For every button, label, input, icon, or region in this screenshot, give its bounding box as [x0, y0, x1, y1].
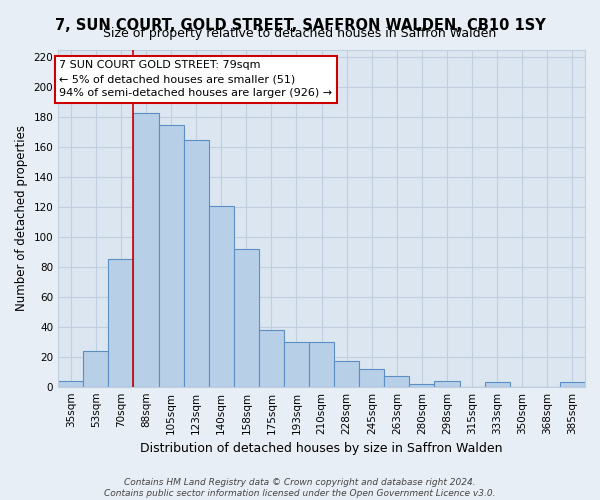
Bar [83, 351, 109, 386]
Bar [284, 342, 309, 386]
Y-axis label: Number of detached properties: Number of detached properties [15, 126, 28, 312]
Bar [133, 113, 158, 386]
Bar [58, 380, 83, 386]
Bar [385, 376, 409, 386]
Bar [485, 382, 510, 386]
Bar [158, 125, 184, 386]
Bar [109, 260, 133, 386]
Bar [434, 380, 460, 386]
Bar [184, 140, 209, 386]
Bar [409, 384, 434, 386]
Bar [234, 249, 259, 386]
Bar [359, 368, 385, 386]
Bar [334, 361, 359, 386]
Text: 7, SUN COURT, GOLD STREET, SAFFRON WALDEN, CB10 1SY: 7, SUN COURT, GOLD STREET, SAFFRON WALDE… [55, 18, 545, 32]
Text: Size of property relative to detached houses in Saffron Walden: Size of property relative to detached ho… [103, 28, 497, 40]
Bar [209, 206, 234, 386]
Bar [259, 330, 284, 386]
Bar [309, 342, 334, 386]
Bar [560, 382, 585, 386]
X-axis label: Distribution of detached houses by size in Saffron Walden: Distribution of detached houses by size … [140, 442, 503, 455]
Text: 7 SUN COURT GOLD STREET: 79sqm
← 5% of detached houses are smaller (51)
94% of s: 7 SUN COURT GOLD STREET: 79sqm ← 5% of d… [59, 60, 332, 98]
Text: Contains HM Land Registry data © Crown copyright and database right 2024.
Contai: Contains HM Land Registry data © Crown c… [104, 478, 496, 498]
